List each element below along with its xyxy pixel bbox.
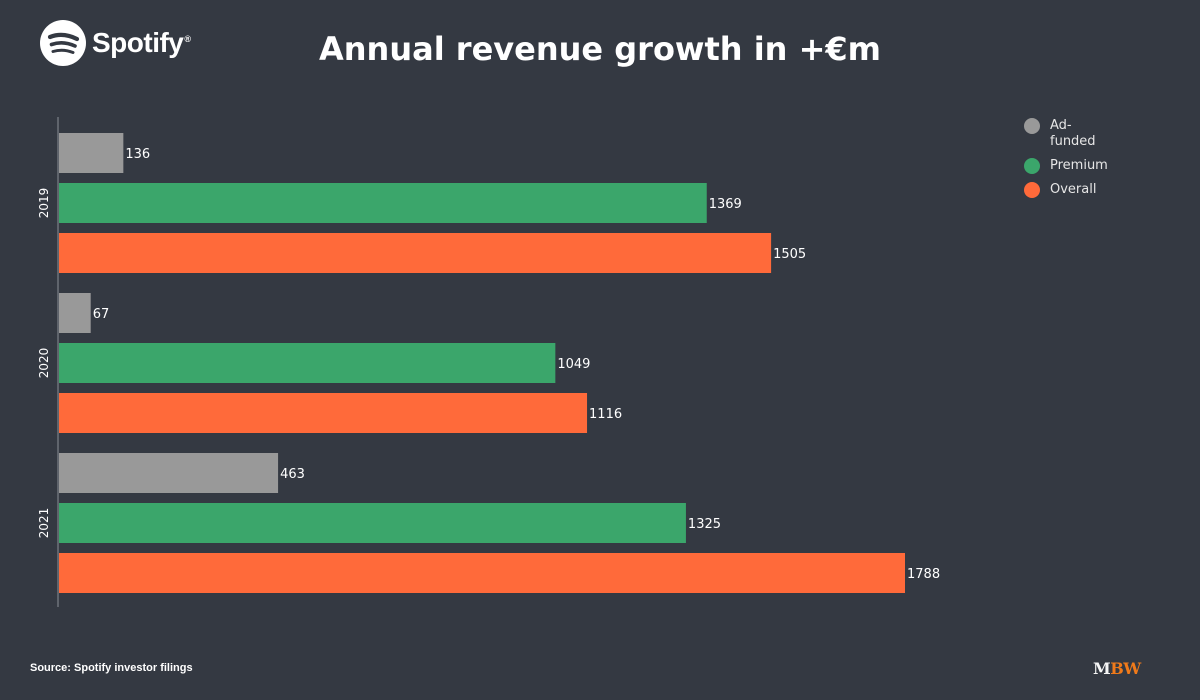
bar-overall-2019: [59, 233, 772, 273]
y-tick-label-2021: 2021: [37, 508, 51, 539]
bar-ad-funded-2020: [59, 293, 91, 333]
source-note: Source: Spotify investor filings: [30, 662, 193, 674]
bar-premium-2019: [59, 183, 707, 223]
data-label-ad-funded-2020: 67: [93, 307, 110, 322]
data-label-ad-funded-2019: 136: [125, 147, 150, 162]
data-label-premium-2021: 1325: [688, 517, 721, 532]
legend-swatch-ad-funded: [1024, 118, 1040, 134]
bar-overall-2021: [59, 553, 905, 593]
spotify-logo: Spotify®: [40, 20, 191, 66]
mbw-logo: MBW: [1093, 659, 1141, 678]
legend-swatch-overall: [1024, 182, 1040, 198]
bar-overall-2020: [59, 393, 588, 433]
legend-label-ad-funded: Ad-funded: [1050, 118, 1096, 149]
data-label-overall-2021: 1788: [907, 567, 940, 582]
spotify-icon: [40, 20, 86, 66]
data-label-ad-funded-2021: 463: [280, 467, 305, 482]
data-label-premium-2020: 1049: [557, 357, 590, 372]
y-tick-label-2019: 2019: [37, 188, 51, 219]
legend-item-ad-funded: Ad-funded: [1024, 118, 1110, 150]
bar-ad-funded-2019: [59, 133, 124, 173]
y-tick-label-2020: 2020: [37, 348, 51, 379]
bar-premium-2020: [59, 343, 556, 383]
data-label-overall-2020: 1116: [589, 407, 622, 422]
legend-label-premium: Premium: [1050, 158, 1108, 173]
legend-swatch-premium: [1024, 158, 1040, 174]
registered-mark: ®: [184, 33, 191, 44]
data-label-overall-2019: 1505: [773, 247, 806, 262]
chart-title: Annual revenue growth in +€m: [318, 30, 882, 68]
mbw-logo-bw: BW: [1110, 659, 1141, 678]
brand-name: Spotify®: [92, 27, 191, 58]
data-label-premium-2019: 1369: [709, 197, 742, 212]
chart-legend: Ad-funded Premium Overall: [1024, 118, 1110, 206]
bar-premium-2021: [59, 503, 686, 543]
legend-label-overall: Overall: [1050, 182, 1097, 197]
legend-item-overall: Overall: [1024, 182, 1110, 198]
mbw-logo-m: M: [1093, 659, 1111, 678]
legend-item-premium: Premium: [1024, 158, 1110, 174]
bar-ad-funded-2021: [59, 453, 279, 493]
